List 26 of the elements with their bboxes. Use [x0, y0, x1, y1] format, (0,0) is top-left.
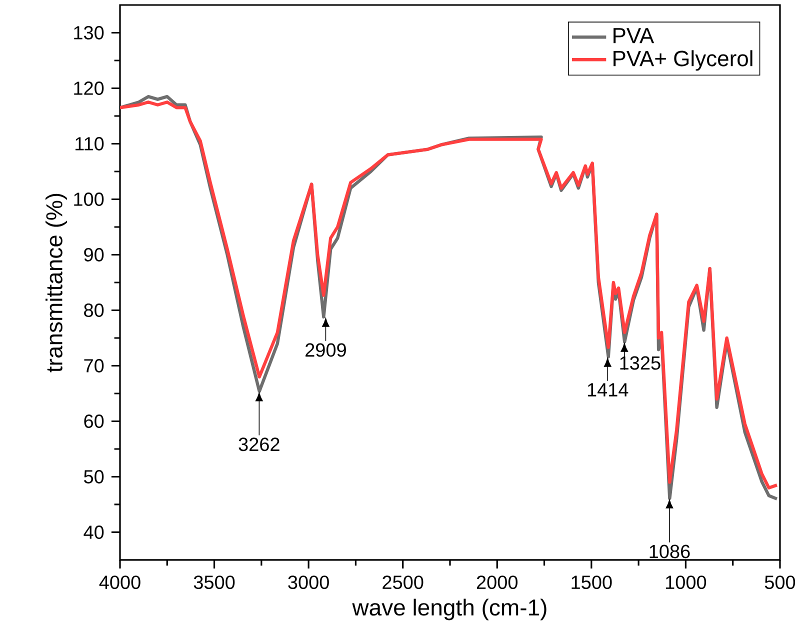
x-tick-label: 4000 [99, 576, 140, 590]
x-tick-label: 3500 [194, 576, 235, 590]
annotation: 2909 [306, 343, 346, 357]
x-tick-label: 500 [764, 576, 796, 590]
y-tick-label: 120 [74, 82, 104, 95]
y-tick-label: 50 [84, 470, 104, 484]
y-tick-label: 80 [84, 304, 104, 317]
x-tick-label: 1000 [666, 576, 706, 590]
y-tick-label: 100 [74, 192, 104, 206]
y-tick-label: 90 [84, 248, 104, 262]
annotation: 1086 [650, 544, 690, 558]
y-tick-label: 70 [84, 359, 104, 372]
x-axis-title: wave length (cm-1) [352, 598, 546, 620]
legend-label: PVA+ Glycerol [614, 50, 752, 71]
x-tick-label: 2500 [382, 576, 424, 590]
y-tick-label: 40 [84, 526, 104, 539]
annotation: 1414 [588, 383, 628, 396]
y-tick-label: 130 [74, 26, 104, 40]
x-tick-label: 2000 [476, 576, 518, 590]
legend-label: PVA [614, 28, 654, 44]
annotation: 3262 [238, 438, 280, 452]
y-tick-label: 60 [84, 414, 104, 428]
y-tick-label: 110 [76, 137, 104, 150]
x-tick-label: 3000 [288, 576, 329, 590]
x-tick-label: 1500 [572, 576, 612, 590]
y-axis-title: transmittance (%) [46, 194, 67, 372]
